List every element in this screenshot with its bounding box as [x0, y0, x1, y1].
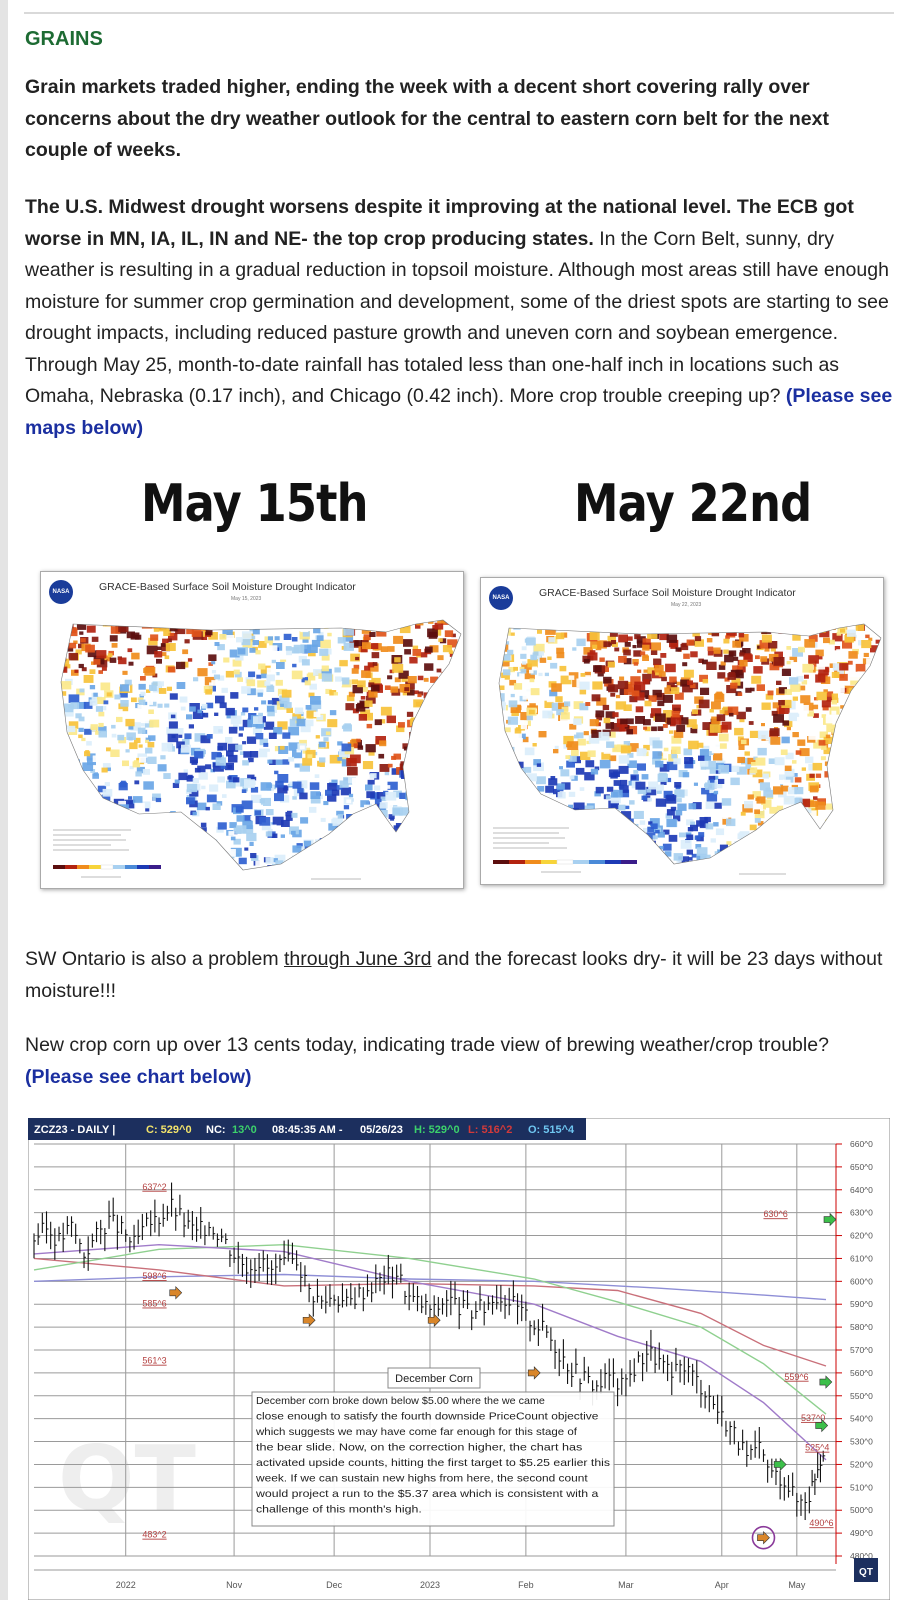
drought-map-left: NASA GRACE-Based Surface Soil Moisture D…: [40, 571, 464, 889]
paragraph-drought-text: In the Corn Belt, sunny, dry weather is …: [25, 228, 889, 408]
map-label-left: May 15th: [141, 474, 368, 534]
chart-y-tick-label: 660^0: [850, 1139, 873, 1149]
chart-x-tick-label: Mar: [618, 1580, 634, 1590]
chart-x-tick-label: Apr: [715, 1580, 729, 1590]
chart-x-tick-label: Nov: [226, 1580, 243, 1590]
chart-y-tick-label: 510^0: [850, 1482, 873, 1492]
price-count-label: 490^6: [809, 1518, 833, 1528]
chart-y-tick-label: 630^0: [850, 1208, 873, 1218]
chart-y-tick-label: 500^0: [850, 1505, 873, 1515]
paragraph-drought: The U.S. Midwest drought worsens despite…: [25, 192, 895, 444]
price-count-label: 483^2: [142, 1530, 166, 1540]
chart-y-tick-label: 580^0: [850, 1322, 873, 1332]
chart-x-tick-label: Dec: [326, 1580, 343, 1590]
chart-x-tick-label: 2022: [116, 1580, 136, 1590]
left-border: [0, 0, 8, 1600]
chart-y-tick-label: 590^0: [850, 1299, 873, 1309]
chart-y-tick-label: 640^0: [850, 1185, 873, 1195]
price-count-label: 630^6: [763, 1209, 787, 1219]
price-count-label: 561^3: [142, 1356, 166, 1366]
chart-y-tick-label: 520^0: [850, 1459, 873, 1469]
paragraph-corn: New crop corn up over 13 cents today, in…: [25, 1030, 895, 1093]
us-map-left: [41, 572, 463, 888]
chart-low: L: 516^2: [468, 1124, 512, 1136]
price-count-label: 585^6: [142, 1299, 166, 1309]
chart-svg: ZCZ23 - DAILY | C: 529^0 NC: 13^0 08:45:35 A…: [28, 1118, 890, 1600]
chart-y-tick-label: 560^0: [850, 1368, 873, 1378]
paragraph-ontario-pre: SW Ontario is also a problem: [25, 948, 284, 970]
paragraph-ontario-underlined: through June 3rd: [284, 948, 431, 970]
chart-x-tick-label: May: [788, 1580, 806, 1590]
price-count-label: 525^4: [805, 1443, 829, 1453]
chart-y-tick-label: 570^0: [850, 1345, 873, 1355]
chart-high: H: 529^0: [414, 1124, 460, 1136]
annotation-line: week. If we can sustain new highs from h…: [255, 1473, 588, 1485]
price-count-label: 559^6: [784, 1372, 808, 1382]
annotation-title: December Corn: [395, 1373, 473, 1385]
chart-y-tick-label: 540^0: [850, 1414, 873, 1424]
chart-time: 08:45:35 AM -: [272, 1124, 343, 1136]
map-label-right: May 22nd: [574, 474, 811, 534]
chart-x-tick-label: Feb: [518, 1580, 534, 1590]
paragraph-corn-text: New crop corn up over 13 cents today, in…: [25, 1034, 829, 1056]
chart-x-tick-label: 2023: [420, 1580, 440, 1590]
annotation-line: the bear slide. Now, on the correction h…: [256, 1442, 582, 1454]
chart-y-tick-label: 530^0: [850, 1437, 873, 1447]
chart-y-tick-label: 600^0: [850, 1276, 873, 1286]
chart-symbol: ZCZ23 - DAILY |: [34, 1124, 115, 1136]
top-divider: [24, 12, 894, 14]
annotation-line: challenge of this month's high.: [256, 1504, 422, 1516]
us-map-right: [481, 578, 883, 884]
see-chart-link[interactable]: (Please see chart below): [25, 1066, 252, 1088]
chart-netchange-value: 13^0: [232, 1124, 257, 1136]
qt-logo-text: QT: [859, 1567, 873, 1578]
annotation-line: close enough to satisfy the fourth downs…: [256, 1411, 599, 1423]
price-count-label: 598^6: [142, 1271, 166, 1281]
paragraph-ontario: SW Ontario is also a problem through Jun…: [25, 944, 895, 1007]
chart-open: O: 515^4: [528, 1124, 575, 1136]
paragraph-intro: Grain markets traded higher, ending the …: [25, 72, 895, 167]
annotation-line: would project a run to the $5.37 area wh…: [255, 1488, 599, 1500]
chart-watermark: QT: [58, 1427, 196, 1532]
annotation-line: which suggests we may have come far enou…: [255, 1426, 577, 1438]
chart-y-tick-label: 620^0: [850, 1231, 873, 1241]
chart-y-tick-label: 490^0: [850, 1528, 873, 1538]
annotation-line: activated upside counts, hitting the fir…: [256, 1457, 610, 1469]
annotation-line: December corn broke down below $5.00 whe…: [256, 1395, 545, 1407]
chart-netchange-label: NC:: [206, 1124, 226, 1136]
drought-map-right: NASA GRACE-Based Surface Soil Moisture D…: [480, 577, 884, 885]
section-heading: GRAINS: [25, 28, 103, 51]
chart-y-tick-label: 650^0: [850, 1162, 873, 1172]
chart-close-value: C: 529^0: [146, 1124, 192, 1136]
chart-date: 05/26/23: [360, 1124, 403, 1136]
corn-price-chart: ZCZ23 - DAILY | C: 529^0 NC: 13^0 08:45:35 A…: [28, 1118, 890, 1600]
chart-y-tick-label: 550^0: [850, 1391, 873, 1401]
chart-y-tick-label: 610^0: [850, 1253, 873, 1263]
price-count-label: 637^2: [142, 1182, 166, 1192]
